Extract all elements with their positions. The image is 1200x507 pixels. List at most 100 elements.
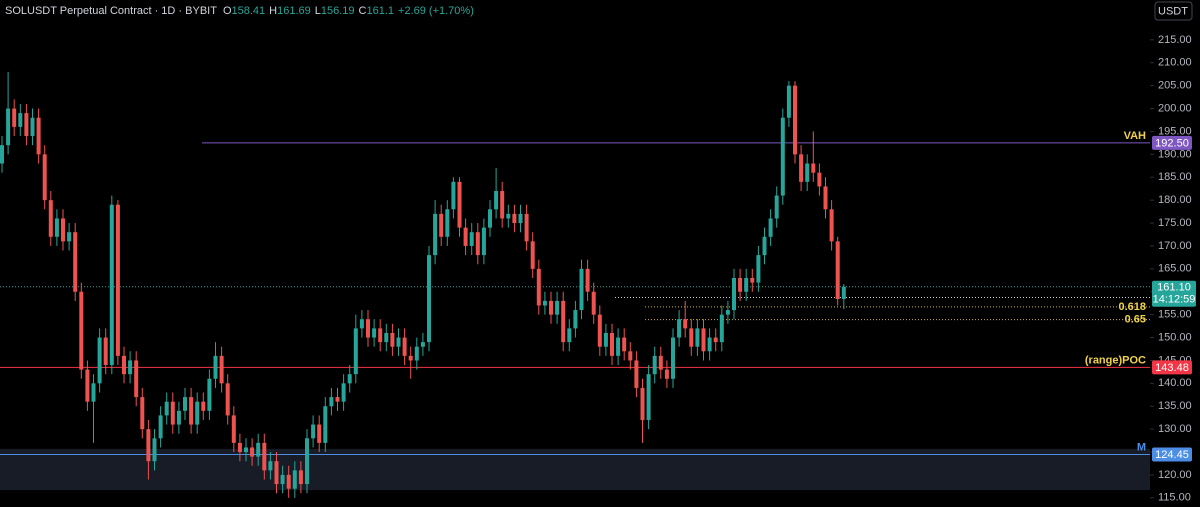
candle-body [451,181,456,210]
candle-body [213,355,218,379]
candle-body [738,278,743,292]
ohlc-value: 161.1 [367,5,395,17]
candle-body [549,300,553,315]
candle-body [719,314,724,343]
candle-body [768,218,773,237]
y-tick-label: 215.00 [1158,34,1192,46]
candle-body [695,328,700,347]
candle-body [542,300,547,306]
candle-body [677,319,682,338]
candle-body [109,204,114,366]
candle-body [439,213,444,237]
candle-body [298,470,303,485]
y-tick-label: 140.00 [1158,377,1192,389]
candle-body [164,401,169,416]
currency-button[interactable] [1154,1,1193,21]
candle-body [500,190,505,219]
fib-label: 0.65 [1125,314,1146,326]
y-tick-label: 150.00 [1158,331,1192,343]
candle-body [518,213,523,224]
candle-body [128,360,133,375]
candle-body [420,342,425,347]
candle-body [561,300,566,343]
candle-body [786,85,791,118]
candle-body [805,163,810,182]
price-change: +2.69 (+1.70%) [398,5,474,17]
candle-body [603,332,608,347]
candle-body [512,213,517,224]
candle-body [725,310,730,315]
fib-label: 0.618 [1118,301,1146,313]
candle-body [811,163,816,173]
countdown: 14:12:59 [1153,294,1196,306]
candle-body [36,117,41,155]
candle-body [115,204,120,356]
candle-body [579,268,584,311]
candle-body [195,401,200,425]
y-tick-label: 195.00 [1158,125,1192,137]
candle-body [597,314,602,347]
y-tick-label: 165.00 [1158,263,1192,275]
price-label: 124.45 [1155,449,1189,461]
range-zone [0,448,1150,491]
candle-body [671,337,675,379]
y-tick-label: 200.00 [1158,102,1192,114]
candle-body [732,278,736,311]
price-label-box [1152,360,1192,375]
candle-body [158,415,163,439]
candle-body [311,424,316,439]
candle-body [359,319,364,329]
candle-body [402,337,407,356]
y-tick-label: 210.00 [1158,57,1192,69]
candle-body [366,319,370,338]
candle-body [152,438,157,462]
candle-body [701,328,706,352]
y-tick-label: 175.00 [1158,217,1192,229]
ohlc-value: 156.19 [321,5,355,17]
candle-body [347,374,352,384]
candle-body [12,108,17,127]
candle-body [408,355,413,361]
candle-body [469,232,474,246]
y-tick-label: 205.00 [1158,80,1192,92]
candle-body [640,387,645,420]
candle-body [463,227,468,246]
candle-body [634,360,639,388]
last-price-box [1152,280,1196,307]
candle-body [689,328,694,347]
candle-body [6,108,11,146]
candle-body [664,369,669,379]
candle-body [219,355,224,384]
candle-body [610,332,614,356]
y-tick-label: 115.00 [1158,492,1191,504]
candle-body [61,218,65,242]
candle-body [140,397,145,430]
candle-body [835,241,840,300]
candle-body [323,406,328,443]
y-tick-label: 130.00 [1158,423,1192,435]
candle-body [329,397,334,407]
candle-body [488,209,492,228]
candle-body [237,442,242,453]
candle-body [652,355,657,375]
ohlc-key: O [223,5,232,17]
candle-body [555,300,560,315]
candle-body [305,438,309,485]
candle-body [481,227,486,256]
candle-body [384,332,389,343]
candle-body [829,209,834,242]
candle-body [646,374,651,420]
candle-body [780,117,785,196]
level-name: (range)POC [1085,354,1146,366]
price-label: 143.48 [1155,362,1189,374]
ohlc-key: H [269,5,277,17]
candle-body [292,470,297,489]
candle-body [280,474,285,485]
candle-body [170,401,175,425]
candle-body [244,447,248,453]
candle-body [445,209,450,237]
candle-body [567,328,572,343]
candle-body [616,337,621,356]
candle-body [0,145,4,164]
candle-body [231,415,236,443]
